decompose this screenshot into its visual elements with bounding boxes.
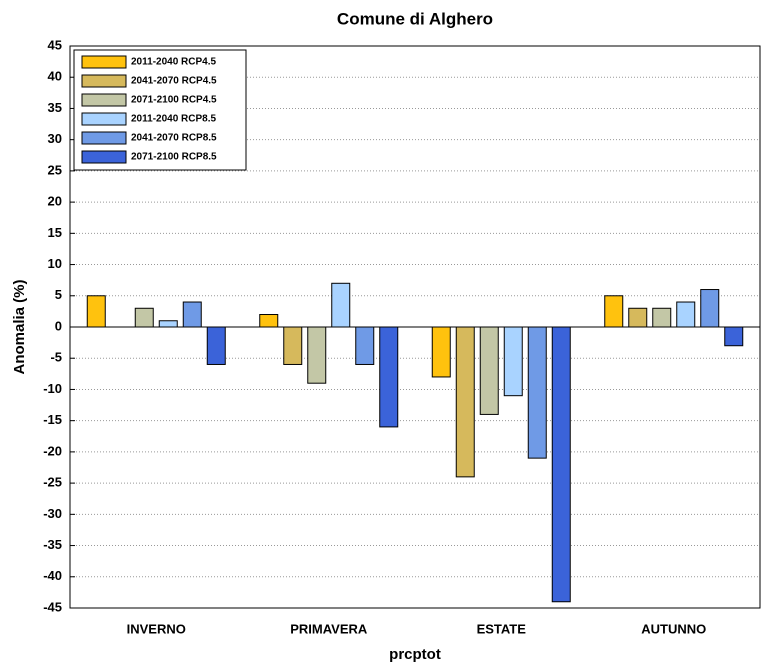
bar [700, 289, 720, 328]
bar [379, 326, 399, 428]
y-tick-label: -10 [43, 381, 62, 396]
legend-label: 2071-2100 RCP8.5 [131, 152, 217, 163]
x-tick-label: INVERNO [127, 621, 186, 636]
y-tick-label: 5 [55, 287, 62, 302]
bar [134, 307, 154, 328]
y-tick-label: 0 [55, 318, 62, 333]
legend-label: 2041-2070 RCP8.5 [131, 133, 217, 144]
y-tick-label: -5 [50, 350, 62, 365]
bar [355, 326, 375, 365]
y-tick-label: -25 [43, 475, 62, 490]
legend-swatch [81, 93, 127, 107]
bar [182, 301, 202, 328]
bar [527, 326, 547, 459]
y-tick-label: -15 [43, 412, 62, 427]
chart-title: Comune di Alghero [337, 9, 493, 28]
legend-box [73, 49, 247, 171]
bar [307, 326, 327, 384]
legend-label: 2011-2040 RCP4.5 [131, 57, 217, 68]
bar [724, 326, 744, 347]
bar [331, 282, 351, 328]
bar [503, 326, 523, 397]
x-tick-label: PRIMAVERA [290, 621, 368, 636]
legend-swatch [81, 150, 127, 164]
y-tick-label: 45 [48, 37, 62, 52]
y-tick-label: 30 [48, 131, 62, 146]
x-axis-label: prcptot [389, 646, 441, 663]
bar [628, 307, 648, 328]
bar [652, 307, 672, 328]
bar [676, 301, 696, 328]
y-tick-label: -40 [43, 568, 62, 583]
bar [551, 326, 571, 603]
bar [86, 295, 106, 328]
y-tick-label: 35 [48, 100, 62, 115]
legend-label: 2011-2040 RCP8.5 [131, 114, 217, 125]
bar [455, 326, 475, 478]
y-tick-label: 20 [48, 194, 62, 209]
bar [283, 326, 303, 365]
legend-label: 2071-2100 RCP4.5 [131, 95, 217, 106]
legend: 2011-2040 RCP4.5 2041-2070 RCP4.5 2071-210… [73, 49, 247, 171]
bar [479, 326, 499, 415]
y-tick-label: -20 [43, 443, 62, 458]
y-tick-label: 25 [48, 162, 62, 177]
bar [604, 295, 624, 328]
y-tick-label: 15 [48, 225, 62, 240]
y-tick-label: -35 [43, 537, 62, 552]
legend-swatch [81, 131, 127, 145]
y-tick-label: -30 [43, 506, 62, 521]
y-axis-label: Anomalia (%) [11, 279, 28, 374]
y-tick-label: -45 [43, 599, 62, 614]
plot-frame [69, 45, 761, 609]
y-tick-label: 40 [48, 69, 62, 84]
bar [158, 320, 178, 328]
x-tick-label: ESTATE [477, 621, 527, 636]
legend-swatch [81, 112, 127, 126]
legend-swatch [81, 74, 127, 88]
bar [431, 326, 451, 378]
legend-swatch [81, 55, 127, 69]
legend-label: 2041-2070 RCP4.5 [131, 76, 217, 87]
y-tick-label: 10 [48, 256, 62, 271]
bar [206, 326, 226, 365]
x-tick-label: AUTUNNO [641, 621, 706, 636]
bar [259, 314, 279, 328]
